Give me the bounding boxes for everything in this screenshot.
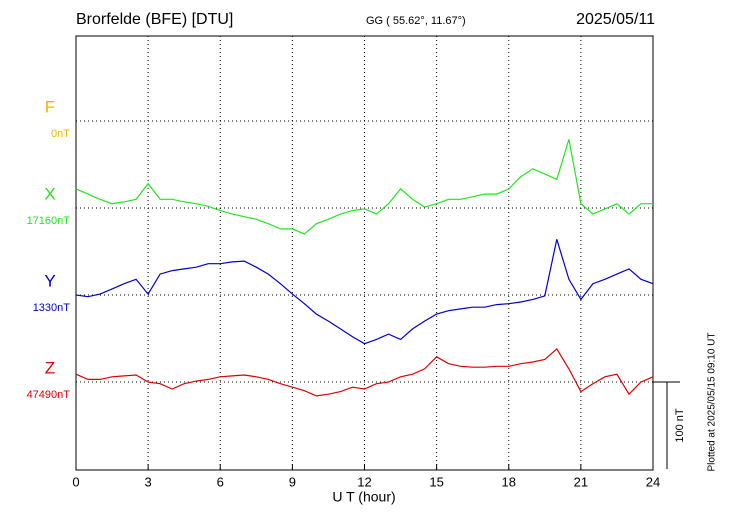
x-tick-label: 12 [357, 474, 371, 489]
x-tick-label: 0 [72, 474, 79, 489]
series-base-label: 1330nT [33, 302, 71, 314]
series-name: Y [44, 271, 55, 290]
chart-title: Brorfelde (BFE) [DTU] [76, 11, 233, 28]
x-tick-label: 21 [574, 474, 588, 489]
chart-date: 2025/05/11 [576, 11, 655, 28]
x-tick-label: 24 [646, 474, 660, 489]
footnote: Plotted at 2025/05/15 09:10 UT [707, 333, 718, 472]
series-line [75, 139, 653, 235]
series-base-label: 0nT [51, 128, 70, 140]
chart-subtitle: GG ( 55.62°, 11.67°) [366, 15, 466, 27]
x-tick-label: 15 [429, 474, 443, 489]
series-name: F [45, 97, 55, 116]
series-base-label: 17160nT [27, 215, 71, 227]
series-line [75, 347, 654, 397]
series-base-label: 47490nT [27, 389, 71, 401]
x-tick-label: 6 [217, 474, 224, 489]
scale-label: 100 nT [674, 408, 686, 443]
x-axis-label: U T (hour) [332, 489, 395, 505]
series-name: Z [45, 358, 55, 377]
series-line [75, 239, 654, 345]
series-name: X [44, 184, 55, 203]
x-tick-label: 18 [502, 474, 516, 489]
x-tick-label: 3 [145, 474, 152, 489]
x-tick-label: 9 [289, 474, 296, 489]
